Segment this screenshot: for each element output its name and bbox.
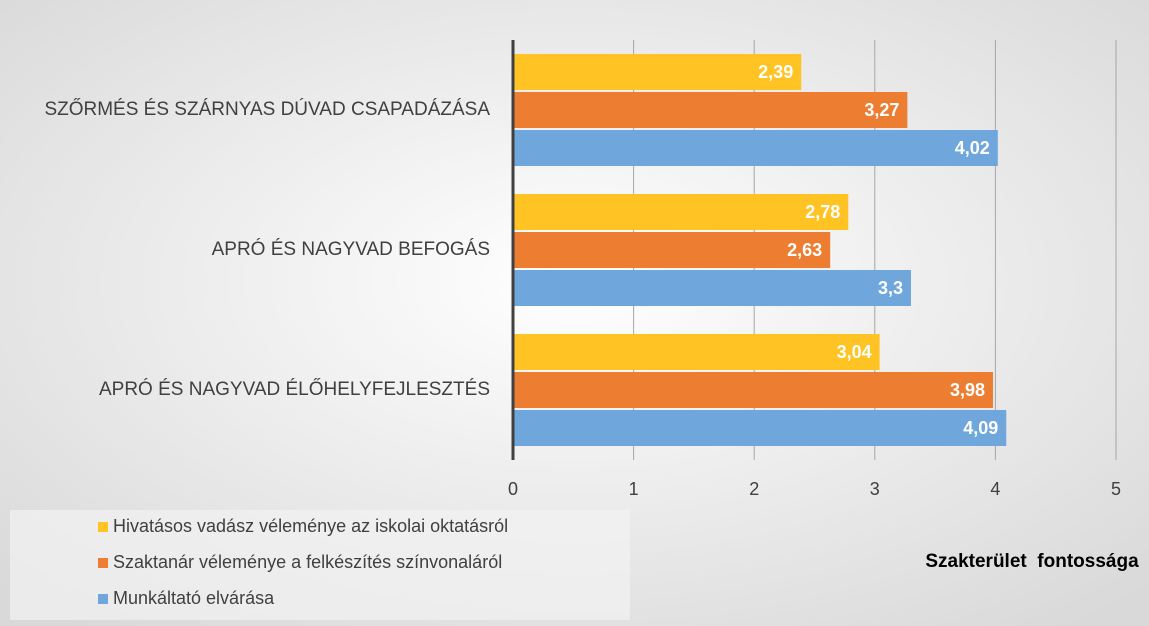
bar (513, 92, 908, 128)
data-label: 2,63 (787, 240, 822, 260)
bar (513, 270, 911, 306)
x-tick-label: 0 (508, 479, 518, 499)
data-label: 2,39 (758, 62, 793, 82)
data-label: 2,78 (805, 202, 840, 222)
bar (513, 410, 1007, 446)
legend-swatch (98, 558, 108, 568)
x-tick-label: 5 (1111, 479, 1121, 499)
x-tick-label: 2 (749, 479, 759, 499)
legend-swatch (98, 594, 108, 604)
y-tick-label: APRÓ ÉS NAGYVAD ÉLŐHELYFEJLESZTÉS (99, 378, 490, 400)
legend-label: Szaktanár véleménye a felkészítés színvo… (113, 552, 502, 572)
bar (513, 372, 993, 408)
bar (513, 334, 880, 370)
x-tick-label: 4 (990, 479, 1000, 499)
bar (513, 194, 849, 230)
data-label: 3,3 (878, 278, 903, 298)
y-tick-label: APRÓ ÉS NAGYVAD BEFOGÁS (212, 238, 490, 260)
bar (513, 54, 802, 90)
legend-label: Munkáltató elvárása (113, 588, 275, 608)
data-label: 3,27 (864, 100, 899, 120)
data-label: 3,98 (950, 380, 985, 400)
legend-box (10, 510, 630, 620)
y-tick-label: SZŐRMÉS ÉS SZÁRNYAS DÚVAD CSAPADÁZÁSA (44, 98, 490, 120)
x-axis-label: Szakterület fontossága (925, 551, 1139, 572)
legend-label: Hivatásos vadász véleménye az iskolai ok… (113, 516, 508, 536)
data-label: 4,09 (963, 418, 998, 438)
bar (513, 130, 998, 166)
x-tick-label: 3 (870, 479, 880, 499)
data-label: 3,04 (837, 342, 872, 362)
x-tick-label: 1 (629, 479, 639, 499)
legend-swatch (98, 522, 108, 532)
data-label: 4,02 (955, 138, 990, 158)
bar (513, 232, 831, 268)
